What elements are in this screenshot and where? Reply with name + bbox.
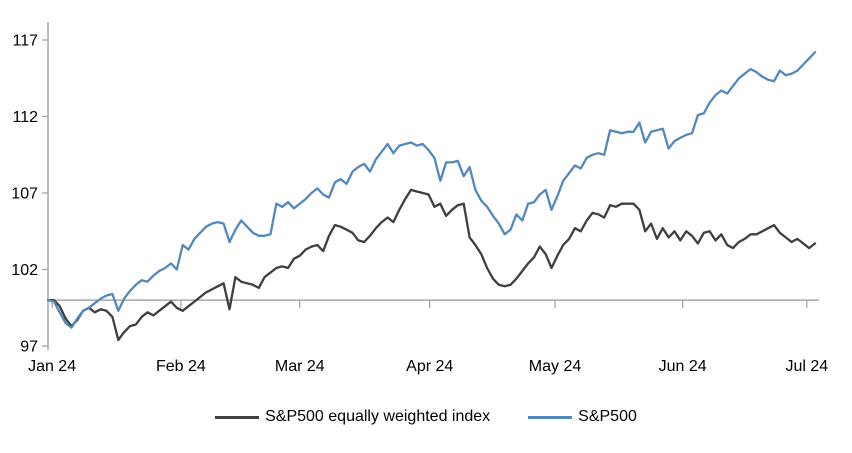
- x-tick-label: Jan 24: [28, 358, 76, 375]
- x-tick-label: Jul 24: [785, 358, 828, 375]
- y-tick-label: 97: [20, 339, 38, 356]
- legend: S&P500 equally weighted index S&P500: [0, 408, 852, 426]
- legend-item-equal-weight: S&P500 equally weighted index: [215, 408, 490, 426]
- x-tick-label: Jun 24: [659, 358, 707, 375]
- equal-weight-line-swatch: [215, 415, 260, 419]
- legend-label-sp500: S&P500: [578, 408, 637, 425]
- y-tick-label: 107: [11, 186, 38, 203]
- legend-item-sp500: S&P500: [528, 408, 637, 426]
- x-tick-label: Apr 24: [406, 358, 453, 375]
- sp500-line: [46, 51, 817, 329]
- y-tick-label: 102: [11, 262, 38, 279]
- x-tick-label: Mar 24: [275, 358, 325, 375]
- legend-label-equal-weight: S&P500 equally weighted index: [265, 408, 491, 425]
- plot-area: Jan 24 Feb 24 Mar 24 Apr 24 May 24 Jun 24 Jul …: [11, 22, 828, 375]
- x-tick-label: Feb 24: [156, 358, 206, 375]
- x-tick-label: May 24: [529, 358, 582, 375]
- y-tick-label: 112: [12, 109, 38, 126]
- y-tick-label: 117: [12, 33, 38, 50]
- equal-weight-line: [46, 188, 817, 342]
- sp500-line-swatch: [528, 415, 573, 419]
